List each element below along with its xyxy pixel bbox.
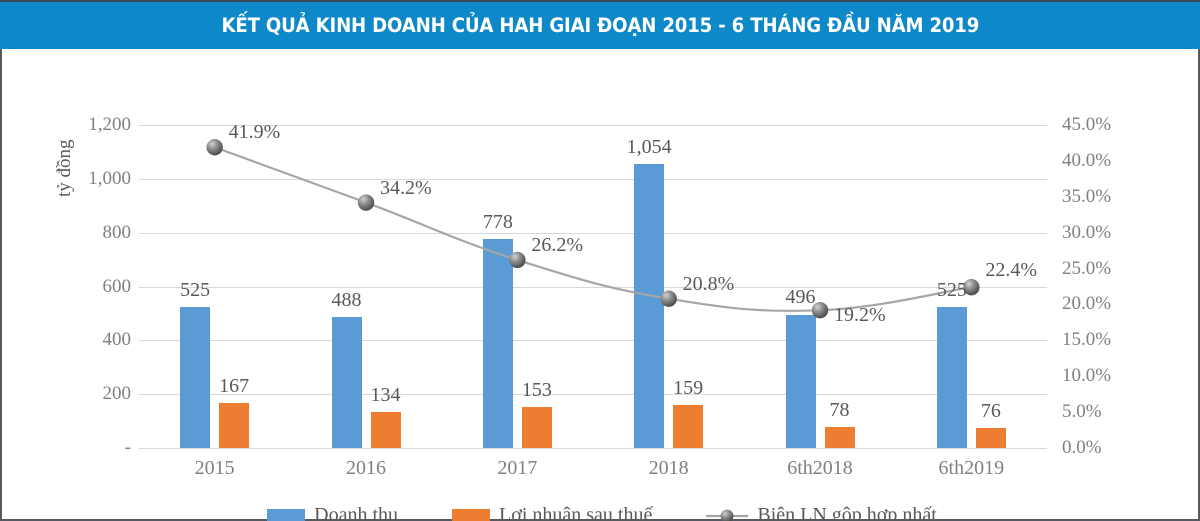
bar-revenue xyxy=(785,314,816,448)
legend-label: Biên LN gộp hợp nhất xyxy=(757,504,937,521)
legend-label: Lợi nhuận sau thuế xyxy=(499,504,653,521)
gridline xyxy=(139,125,1047,126)
legend-swatch-icon xyxy=(267,509,306,521)
legend-item-gross-margin[interactable]: Biên LN gộp hợp nhất xyxy=(706,504,937,521)
y-axis-tick-label: 600 xyxy=(102,275,132,297)
line-value-label: 41.9% xyxy=(228,121,281,144)
y-axis-tick-label: 1,200 xyxy=(88,114,131,135)
bar-value-label: 525 xyxy=(180,278,211,301)
bar-value-label: 496 xyxy=(785,286,816,309)
y2-axis-tick-label: 45.0% xyxy=(1062,114,1112,135)
line-value-label: 26.2% xyxy=(531,233,583,256)
legend-item-revenue[interactable]: Doanh thu xyxy=(267,504,398,521)
gridline xyxy=(139,448,1047,449)
x-axis-tick-label: 2016 xyxy=(346,457,386,479)
line-value-label: 34.2% xyxy=(380,176,432,199)
y2-axis-tick-label: 0.0% xyxy=(1062,437,1102,458)
plot-area: 525 167 488 134 778 153 1,054 159 496 78 525 76 41.9… xyxy=(139,121,1047,449)
x-axis-tick-label: 2015 xyxy=(194,457,235,479)
chart-title-bar: KẾT QUẢ KINH DOANH CỦA HAH GIAI ĐOẠN 201… xyxy=(0,0,1200,49)
x-axis-tick-label: 2017 xyxy=(497,457,538,479)
y-axis-tick-label: 400 xyxy=(102,329,132,351)
bar-revenue xyxy=(634,164,665,448)
bar-value-label: 778 xyxy=(482,210,513,233)
y-axis-tick-label: - xyxy=(124,437,131,458)
y-axis-tick-label: 1,000 xyxy=(88,167,131,189)
bar-profit xyxy=(521,406,552,448)
legend-swatch-icon xyxy=(452,509,491,521)
bar-revenue xyxy=(180,306,211,448)
bar-value-label: 488 xyxy=(331,288,362,311)
bar-revenue xyxy=(482,238,513,448)
y2-axis-tick-label: 10.0% xyxy=(1062,365,1112,387)
y2-axis-tick-label: 20.0% xyxy=(1062,293,1112,315)
gridline xyxy=(139,340,1047,342)
x-axis-tick-label: 6th2019 xyxy=(938,457,1005,479)
bar-value-label: 76 xyxy=(980,399,1001,422)
gridline xyxy=(139,286,1047,288)
y2-axis-tick-label: 40.0% xyxy=(1062,149,1112,171)
y-axis-tick-label: 800 xyxy=(102,221,132,243)
chart-legend: Doanh thu Lợi nhuận sau thuế xyxy=(2,504,1200,521)
gridline xyxy=(139,232,1047,234)
y-axis-tick-label: 200 xyxy=(102,383,132,405)
y2-axis-tick-label: 5.0% xyxy=(1062,401,1102,423)
chart-body-panel: tỷ đồng - 200 400 600 800 1,000 1,200 0.0% 5.0%… xyxy=(0,49,1200,521)
line-value-label: 22.4% xyxy=(985,259,1037,282)
bar-profit xyxy=(673,405,704,448)
bar-revenue xyxy=(936,306,967,448)
y-axis-title: tỷ đồng xyxy=(54,139,75,197)
gridline xyxy=(139,394,1047,396)
gridline xyxy=(139,178,1047,180)
bar-value-label: 525 xyxy=(936,278,967,301)
x-axis-tick-label: 6th2018 xyxy=(787,457,853,479)
page-title: KẾT QUẢ KINH DOANH CỦA HAH GIAI ĐOẠN 201… xyxy=(221,14,979,37)
bar-profit xyxy=(370,411,401,448)
legend-item-profit[interactable]: Lợi nhuận sau thuế xyxy=(452,504,652,521)
bar-value-label: 167 xyxy=(219,375,250,398)
x-axis-tick-label: 2018 xyxy=(648,457,689,479)
bar-value-label: 78 xyxy=(829,399,850,421)
line-value-label: 19.2% xyxy=(834,304,886,327)
bar-profit xyxy=(824,427,855,448)
bar-profit xyxy=(975,427,1006,448)
line-marker-sphere xyxy=(357,194,375,211)
y-axis-left-labels: - 200 400 600 800 1,000 1,200 xyxy=(88,114,132,458)
bar-value-label: 153 xyxy=(521,378,552,401)
y2-axis-tick-label: 30.0% xyxy=(1062,221,1112,243)
y-axis-right-labels: 0.0% 5.0% 10.0% 15.0% 20.0% 25.0% 30.0% 35.0% 40… xyxy=(1062,114,1152,458)
legend-label: Doanh thu xyxy=(314,504,399,521)
bar-revenue xyxy=(331,316,362,448)
legend-line-sphere-icon xyxy=(706,508,749,521)
y2-axis-tick-label: 15.0% xyxy=(1062,329,1112,351)
line-marker-sphere xyxy=(206,139,223,156)
bar-value-label: 1,054 xyxy=(626,136,672,159)
y2-axis-tick-label: 25.0% xyxy=(1062,257,1112,279)
line-value-label: 20.8% xyxy=(682,272,735,295)
bar-value-label: 134 xyxy=(370,383,401,406)
bar-value-label: 159 xyxy=(673,377,704,400)
y2-axis-tick-label: 35.0% xyxy=(1062,185,1112,207)
bar-profit xyxy=(219,403,250,448)
